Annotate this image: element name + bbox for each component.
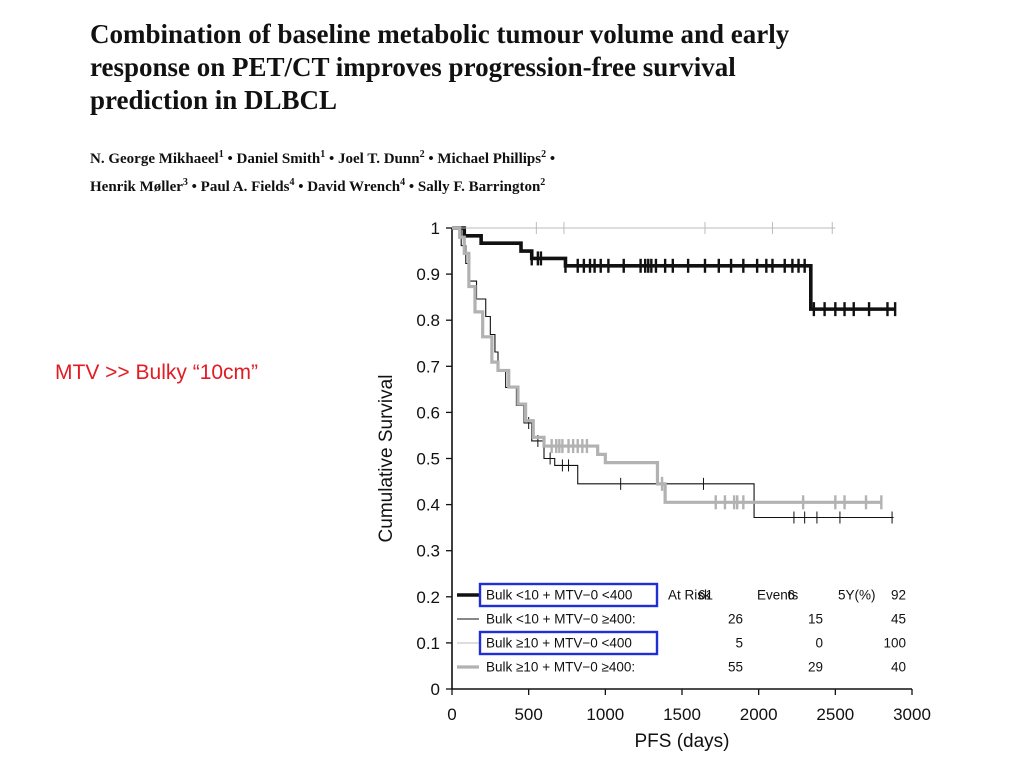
author-list: N. George Mikhaeel1 • Daniel Smith1 • Jo… (90, 143, 710, 199)
author-affiliation: 4 (400, 177, 406, 188)
author-separator: • (294, 179, 308, 195)
legend-label: Bulk <10 + MTV−0 ≥400: (486, 612, 636, 627)
legend-at-risk-value: 55 (728, 660, 743, 675)
author-name: David Wrench (307, 179, 401, 195)
survival-curve (452, 226, 882, 504)
legend-highlight-box (478, 582, 659, 608)
x-tick-label: 500 (514, 705, 542, 724)
author-affiliation: 2 (419, 149, 425, 160)
author-separator: • (546, 151, 556, 167)
author-name: N. George Mikhaeel (90, 151, 219, 167)
title-line: prediction in DLBCL (90, 85, 338, 115)
legend-highlight-box (478, 630, 659, 656)
y-tick-label: 0.9 (416, 265, 440, 284)
title-line: response on PET/CT improves progression-… (90, 52, 736, 82)
x-tick-label: 2500 (816, 705, 854, 724)
legend-five-year-value: 45 (891, 612, 906, 627)
legend-at-risk-value: 61 (698, 588, 713, 603)
axes: 00.10.20.30.40.50.60.70.80.910 500 1000 150… (376, 219, 931, 752)
y-tick-label: 0.7 (416, 357, 440, 376)
legend-events-value: 29 (808, 660, 823, 675)
y-axis-label: Cumulative Survival (376, 375, 397, 543)
legend-header-events: Events (757, 588, 799, 603)
author-affiliation: 2 (540, 177, 546, 188)
author-name: Daniel Smith (236, 151, 321, 167)
author-name: Henrik Møller (90, 179, 183, 195)
author-affiliation: 1 (320, 149, 326, 160)
author-separator: • (424, 151, 438, 167)
series-layer (452, 222, 897, 524)
x-tick-label: 2000 (740, 705, 778, 724)
legend: At Risk Events 5Y(%) Bulk <10 + MTV−0 <400 6… (457, 582, 906, 675)
legend-label: Bulk ≥10 + MTV−0 ≥400: (486, 660, 635, 675)
author-name: Joel T. Dunn (338, 151, 420, 167)
annotation-text: MTV >> Bulky “10cm” (55, 361, 259, 384)
paper-title: Combination of baseline metabolic tumour… (90, 18, 890, 117)
y-tick-label: 0.8 (416, 311, 440, 330)
author-line: Henrik Møller3 • Paul A. Fields4 • David… (90, 171, 710, 199)
x-tick-label: 1000 (586, 705, 624, 724)
x-tick-label: 3000 (893, 705, 931, 724)
legend-at-risk-value: 26 (728, 612, 743, 627)
author-affiliation: 3 (182, 177, 188, 188)
author-separator: • (223, 151, 237, 167)
legend-events-value: 15 (808, 612, 823, 627)
author-affiliation: 4 (289, 177, 295, 188)
author-separator: • (325, 151, 339, 167)
legend-header-at-risk: At Risk (668, 588, 711, 603)
author-separator: • (405, 179, 418, 195)
legend-label: Bulk ≥10 + MTV−0 <400 (486, 636, 632, 651)
y-tick-label: 0.2 (416, 588, 440, 607)
y-tick-label: 0.1 (416, 634, 440, 653)
author-affiliation: 1 (218, 149, 224, 160)
survival-curve (452, 226, 896, 311)
y-tick-label: 0 (431, 680, 440, 699)
legend-label: Bulk <10 + MTV−0 <400 (486, 588, 632, 603)
legend-events-value: 6 (787, 588, 795, 603)
author-name: Paul A. Fields (200, 179, 290, 195)
legend-events-value: 0 (815, 636, 823, 651)
y-tick-label: 0.3 (416, 542, 440, 561)
x-tick-label: 0 (447, 705, 456, 724)
legend-five-year-value: 92 (891, 588, 906, 603)
author-separator: • (187, 179, 201, 195)
legend-five-year-value: 100 (883, 636, 906, 651)
title-line: Combination of baseline metabolic tumour… (90, 19, 790, 49)
y-tick-label: 0.6 (416, 403, 440, 422)
y-tick-label: 0.5 (416, 450, 440, 469)
km-series (452, 222, 836, 234)
y-tick-label: 1 (431, 219, 440, 238)
x-axis-label: PFS (days) (634, 731, 729, 752)
author-name: Michael Phillips (437, 151, 542, 167)
author-affiliation: 2 (541, 149, 547, 160)
legend-five-year-value: 40 (891, 660, 906, 675)
x-tick-label: 1500 (663, 705, 701, 724)
km-series (452, 226, 897, 317)
author-line: N. George Mikhaeel1 • Daniel Smith1 • Jo… (90, 143, 710, 171)
author-name: Sally F. Barrington (417, 179, 541, 195)
km-series (452, 226, 883, 510)
legend-header-five-year: 5Y(%) (838, 588, 876, 603)
y-tick-label: 0.4 (416, 496, 440, 515)
legend-at-risk-value: 5 (735, 636, 743, 651)
